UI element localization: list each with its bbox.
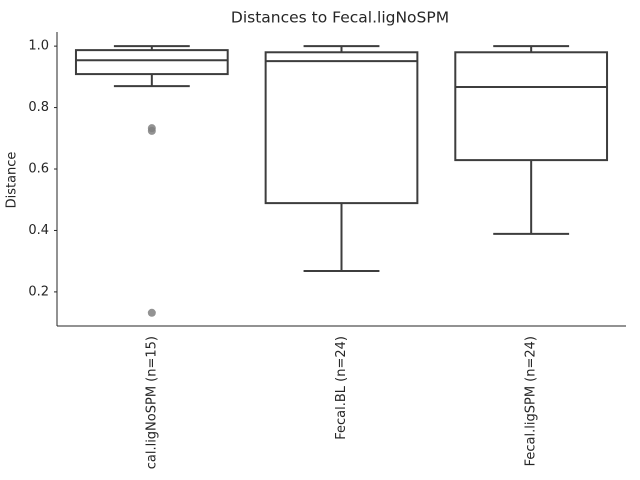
outlier	[147, 308, 156, 317]
box	[454, 51, 609, 162]
outlier	[147, 126, 156, 135]
chart-title: Distances to Fecal.ligNoSPM	[231, 9, 449, 27]
y-tick-label: 0.2	[28, 284, 49, 299]
y-tick-label: 0.6	[28, 162, 49, 177]
y-tick-label: 0.4	[28, 223, 49, 238]
box	[264, 51, 419, 205]
y-tick-label: 0.8	[28, 100, 49, 115]
x-tick-label: Fecal.ligSPM (n=24)	[524, 336, 539, 466]
x-tick-label: cal.ligNoSPM (n=15)	[144, 336, 159, 469]
y-tick-label: 1.0	[28, 39, 49, 54]
box	[74, 49, 229, 76]
y-axis-label: Distance	[5, 152, 20, 209]
x-tick-label: Fecal.BL (n=24)	[334, 336, 349, 440]
